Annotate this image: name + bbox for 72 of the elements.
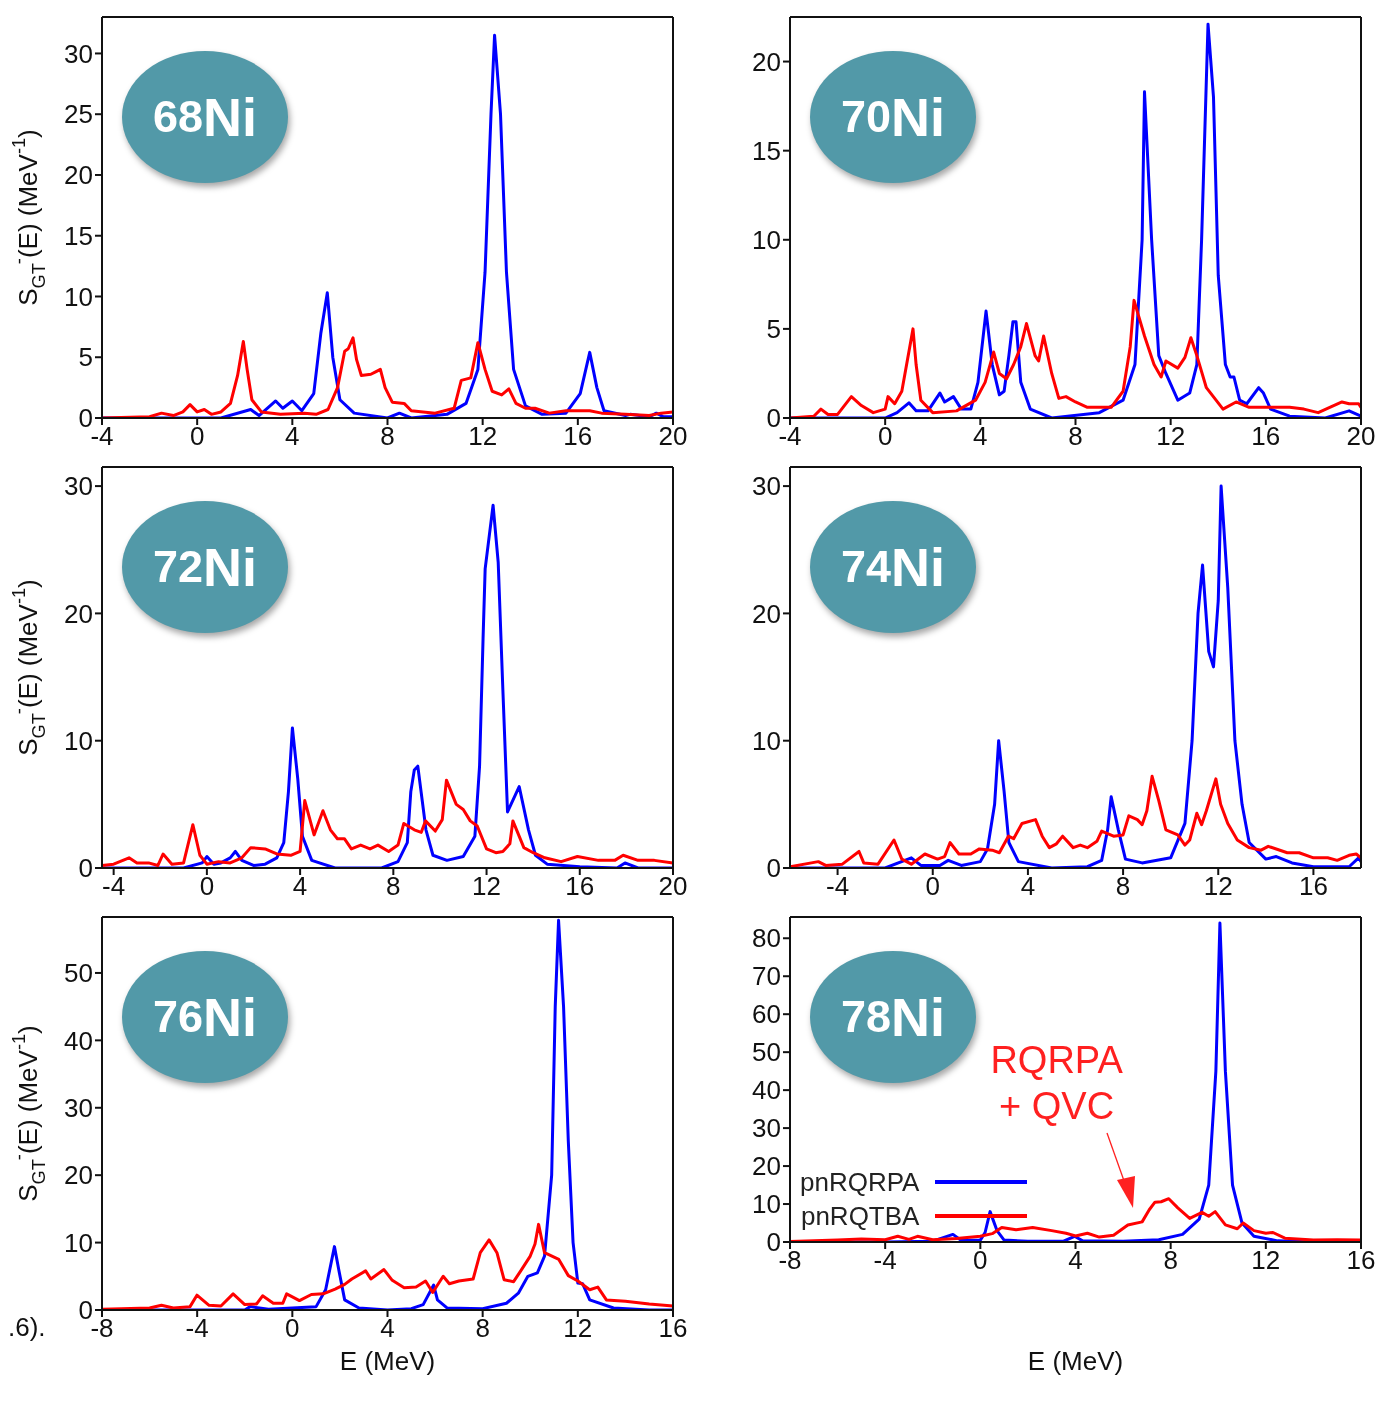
- y-tick-label: 50: [64, 958, 93, 989]
- y-tick-label: 10: [64, 281, 93, 312]
- x-tick-label: 8: [1068, 421, 1083, 452]
- x-tick-label: 4: [292, 871, 308, 902]
- y-tick-label: 20: [752, 1151, 781, 1182]
- x-tick-label: 0: [973, 1245, 988, 1276]
- x-tick-label: 8: [1115, 871, 1131, 902]
- y-tick-label: 70: [752, 961, 781, 992]
- x-tick-label: 4: [973, 421, 988, 452]
- x-tick-label: 20: [658, 421, 688, 452]
- x-tick-label: 4: [1020, 871, 1036, 902]
- y-tick-label: 10: [752, 725, 781, 756]
- y-tick-label: 20: [64, 598, 93, 629]
- x-tick-label: 16: [1346, 1245, 1376, 1276]
- y-tick-label: 10: [64, 1227, 93, 1258]
- x-tick-label: 4: [285, 421, 300, 452]
- legend-label: pnRQTBA: [800, 1199, 920, 1233]
- x-tick-label: 8: [475, 1313, 490, 1344]
- x-tick-label: 20: [1346, 421, 1376, 452]
- y-tick-label: 15: [752, 135, 781, 166]
- x-tick-label: 12: [468, 421, 498, 452]
- y-tick-label: 60: [752, 999, 781, 1030]
- y-tick-label: 10: [752, 225, 781, 256]
- y-tick-label: 30: [752, 471, 781, 502]
- x-tick-label: 16: [1251, 421, 1281, 452]
- x-tick-label: -4: [873, 1245, 897, 1276]
- y-tick-label: 50: [752, 1037, 781, 1068]
- y-tick-label: 5: [78, 342, 93, 373]
- x-tick-label: 20: [658, 871, 688, 902]
- x-tick-label: 4: [380, 1313, 395, 1344]
- x-tick-label: 4: [1068, 1245, 1083, 1276]
- x-tick-label: 8: [386, 871, 401, 902]
- y-tick-label: 30: [64, 1093, 93, 1123]
- x-tick-label: 8: [1163, 1245, 1178, 1276]
- x-tick-label: 16: [1298, 871, 1328, 902]
- y-tick-label: 25: [64, 99, 93, 130]
- y-tick-label: 30: [64, 471, 93, 502]
- x-axis-title: E (MeV): [339, 1346, 436, 1376]
- y-tick-label: 30: [64, 38, 93, 69]
- legend-label: pnRQRPA: [800, 1165, 920, 1199]
- x-tick-label: 0: [285, 1313, 300, 1344]
- x-tick-label: 12: [472, 871, 502, 902]
- y-tick-label: 20: [752, 598, 781, 629]
- y-tick-label: 20: [752, 46, 781, 77]
- x-tick-label: 12: [1251, 1245, 1281, 1276]
- y-tick-label: 10: [752, 1189, 781, 1220]
- x-tick-label: 16: [563, 421, 593, 452]
- x-tick-label: 8: [380, 421, 395, 452]
- y-tick-label: 30: [752, 1113, 781, 1144]
- y-tick-label: 10: [64, 725, 93, 756]
- y-tick-label: 20: [64, 160, 93, 191]
- x-tick-label: 0: [877, 421, 893, 452]
- x-tick-label: 0: [925, 871, 940, 902]
- x-tick-label: -4: [826, 871, 850, 902]
- text: .6).: [8, 1312, 46, 1342]
- x-tick-label: -4: [185, 1313, 209, 1344]
- x-tick-label: 12: [563, 1313, 593, 1344]
- y-tick-label: 5: [766, 314, 781, 345]
- y-tick-label: 40: [64, 1025, 93, 1056]
- x-tick-label: 0: [199, 871, 215, 902]
- annotation: RQRPA + QVC: [990, 1038, 1124, 1127]
- x-tick-label: 12: [1203, 871, 1233, 902]
- y-tick-label: 80: [752, 923, 781, 954]
- x-tick-label: 12: [1156, 421, 1186, 452]
- x-tick-label: -4: [102, 871, 126, 902]
- x-tick-label: 0: [189, 421, 205, 452]
- y-tick-label: 20: [64, 1160, 93, 1191]
- x-tick-label: 16: [565, 871, 595, 902]
- y-tick-label: 15: [64, 220, 93, 251]
- x-axis-title: E (MeV): [1027, 1346, 1124, 1376]
- x-tick-label: 16: [658, 1313, 688, 1344]
- y-tick-label: 40: [752, 1075, 781, 1106]
